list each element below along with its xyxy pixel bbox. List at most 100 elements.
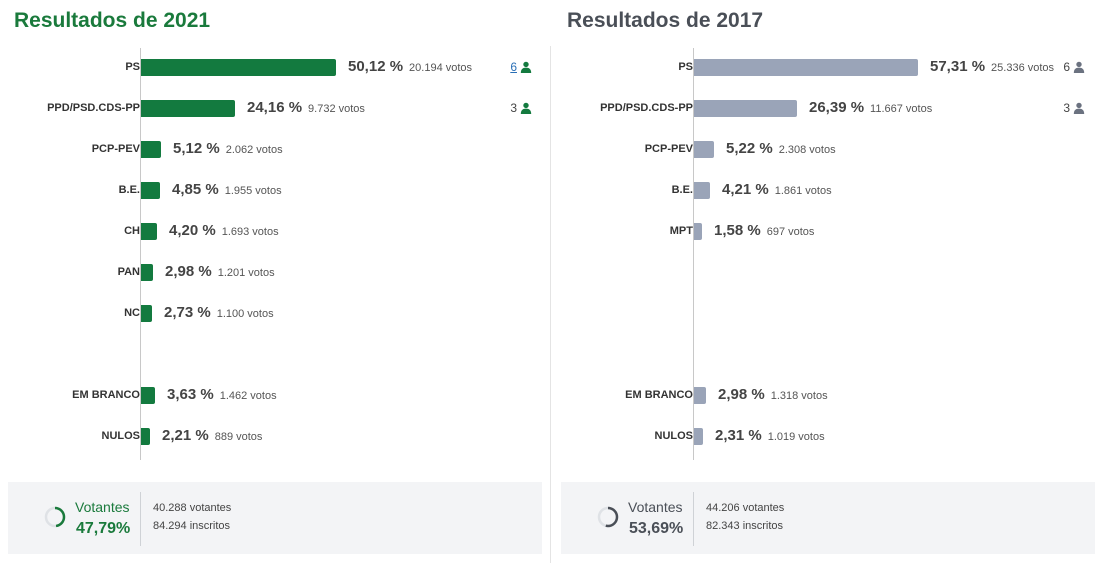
bar-row-ppd-psd-cds-pp: PPD/PSD.CDS-PP 26,39 % 11.667 votos 3 xyxy=(559,98,1097,120)
bar-row-nulos: NULOS 2,31 % 1.019 votos xyxy=(559,426,1097,448)
bar-ppd-psd-cds-pp xyxy=(694,100,797,117)
bar-em-branco xyxy=(694,387,706,404)
bar-row-nc: NC 2,73 % 1.100 votos xyxy=(6,303,546,325)
category-label: B.E. xyxy=(671,184,693,196)
bar-row-pcp-pev: PCP-PEV 5,22 % 2.308 votos xyxy=(559,139,1097,161)
data-label: 2,98 % 1.201 votos xyxy=(165,263,275,281)
category-label: CH xyxy=(124,225,140,237)
votes-label: 1.201 votos xyxy=(217,267,275,279)
bar-chart-2021: PS 50,12 % 20.194 votos 6 PPD/PSD.CDS-PP 24,1… xyxy=(6,48,546,460)
votes-label: 11.667 votos xyxy=(870,103,933,115)
turnout-percentage: 53,69% xyxy=(629,520,684,537)
bar-nulos xyxy=(141,428,150,445)
percentage-label: 24,16 % xyxy=(247,99,303,116)
percentage-label: 26,39 % xyxy=(809,99,865,116)
data-label: 50,12 % 20.194 votos xyxy=(348,58,472,76)
bar-row-ppd-psd-cds-pp: PPD/PSD.CDS-PP 24,16 % 9.732 votos 3 xyxy=(6,98,546,120)
votes-label: 1.462 votos xyxy=(219,390,277,402)
data-label: 2,31 % 1.019 votos xyxy=(715,427,825,445)
category-label: NULOS xyxy=(101,430,141,442)
person-icon xyxy=(1073,102,1085,114)
bar-row-em-branco: EM BRANCO 3,63 % 1.462 votos xyxy=(6,385,546,407)
category-label: EM BRANCO xyxy=(625,389,693,401)
data-label: 4,21 % 1.861 votos xyxy=(722,181,832,199)
mandates-count-ppd-psd-cds-pp: 3 xyxy=(1063,101,1085,115)
votes-label: 1.861 votos xyxy=(774,185,832,197)
percentage-label: 4,21 % xyxy=(722,181,769,198)
percentage-label: 1,58 % xyxy=(714,222,761,239)
bar-mpt xyxy=(694,223,702,240)
person-icon xyxy=(520,102,532,114)
data-label: 57,31 % 25.336 votos xyxy=(930,58,1054,76)
category-label: PPD/PSD.CDS-PP xyxy=(600,102,693,114)
percentage-label: 2,98 % xyxy=(165,263,212,280)
bar-ppd-psd-cds-pp xyxy=(141,100,235,117)
data-label: 2,98 % 1.318 votos xyxy=(718,386,828,404)
turnout-box-2017: Votantes 53,69% 44.206 votantes 82.343 i… xyxy=(561,482,1095,554)
category-label: PPD/PSD.CDS-PP xyxy=(47,102,140,114)
votes-label: 2.308 votos xyxy=(778,144,836,156)
votes-label: 697 votos xyxy=(766,226,815,238)
bar-row-mpt: MPT 1,58 % 697 votos xyxy=(559,221,1097,243)
votes-label: 1.955 votos xyxy=(224,185,282,197)
category-label: PAN xyxy=(117,266,140,278)
mandates-count-ps[interactable]: 6 xyxy=(510,60,532,74)
bar-ps xyxy=(694,59,918,76)
data-label: 2,73 % 1.100 votos xyxy=(164,304,274,322)
percentage-label: 3,63 % xyxy=(167,386,214,403)
category-label: PS xyxy=(678,61,693,73)
turnout-percentage: 47,79% xyxy=(76,520,131,537)
percentage-label: 2,31 % xyxy=(715,427,762,444)
data-label: 4,85 % 1.955 votos xyxy=(172,181,282,199)
data-label: 5,12 % 2.062 votos xyxy=(173,140,283,158)
category-label: NULOS xyxy=(654,430,694,442)
turnout-box-2021: Votantes 47,79% 40.288 votantes 84.294 i… xyxy=(8,482,542,554)
bar-row-ch: CH 4,20 % 1.693 votos xyxy=(6,221,546,243)
votes-label: 1.100 votos xyxy=(216,308,274,320)
bar-row-pan: PAN 2,98 % 1.201 votos xyxy=(6,262,546,284)
data-label: 26,39 % 11.667 votos xyxy=(809,99,932,117)
turnout-voters: 44.206 votantes xyxy=(706,502,785,514)
bar-ps xyxy=(141,59,336,76)
category-label: NC xyxy=(124,307,140,319)
votes-label: 1.318 votos xyxy=(770,390,828,402)
category-label: MPT xyxy=(669,225,693,237)
bar-row-pcp-pev: PCP-PEV 5,12 % 2.062 votos xyxy=(6,139,546,161)
person-icon xyxy=(1073,61,1085,73)
votes-label: 20.194 votos xyxy=(409,62,473,74)
votes-label: 2.062 votos xyxy=(225,144,283,156)
data-label: 5,22 % 2.308 votos xyxy=(726,140,836,158)
bar-nulos xyxy=(694,428,703,445)
turnout-registered: 82.343 inscritos xyxy=(706,520,784,532)
bar-row-ps: PS 57,31 % 25.336 votos 6 xyxy=(559,57,1097,79)
results-panel-2021: Resultados de 2021 PS 50,12 % 20.194 votos… xyxy=(6,0,546,563)
data-label: 3,63 % 1.462 votos xyxy=(167,386,277,404)
mandates-number: 3 xyxy=(1063,101,1070,115)
bar-row-ps: PS 50,12 % 20.194 votos 6 xyxy=(6,57,546,79)
percentage-label: 4,85 % xyxy=(172,181,219,198)
bar-row-b-e: B.E. 4,21 % 1.861 votos xyxy=(559,180,1097,202)
bar-b-e xyxy=(141,182,160,199)
data-label: 2,21 % 889 votos xyxy=(162,427,262,445)
bar-em-branco xyxy=(141,387,155,404)
category-label: B.E. xyxy=(118,184,140,196)
chart-axis xyxy=(140,48,141,460)
bar-chart-2017: PS 57,31 % 25.336 votos 6 PPD/PSD.CDS-PP 26,3… xyxy=(559,48,1097,460)
turnout-voters: 40.288 votantes xyxy=(153,502,232,514)
mandates-number: 6 xyxy=(510,60,517,74)
percentage-label: 2,73 % xyxy=(164,304,211,321)
percentage-label: 5,12 % xyxy=(173,140,220,157)
data-label: 4,20 % 1.693 votos xyxy=(169,222,279,240)
percentage-label: 57,31 % xyxy=(930,58,986,75)
percentage-label: 5,22 % xyxy=(726,140,773,157)
mandates-count-ppd-psd-cds-pp: 3 xyxy=(510,101,532,115)
percentage-label: 4,20 % xyxy=(169,222,216,239)
data-label: 24,16 % 9.732 votos xyxy=(247,99,365,117)
turnout-separator xyxy=(140,492,141,546)
percentage-label: 2,98 % xyxy=(718,386,765,403)
turnout-label: Votantes xyxy=(75,499,130,515)
bar-pcp-pev xyxy=(141,141,161,158)
turnout-ring-icon xyxy=(597,506,619,528)
mandates-count-ps: 6 xyxy=(1063,60,1085,74)
bar-row-b-e: B.E. 4,85 % 1.955 votos xyxy=(6,180,546,202)
